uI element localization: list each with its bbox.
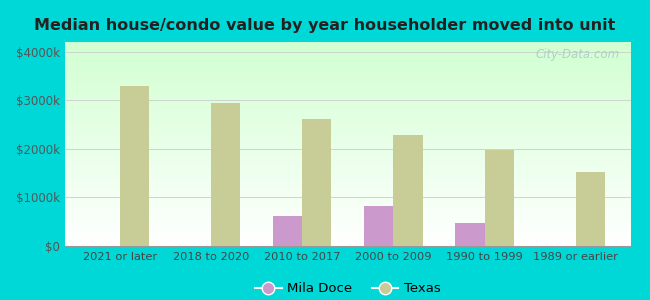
Bar xyxy=(302,119,332,246)
Bar xyxy=(484,150,514,246)
Bar xyxy=(456,223,484,246)
Bar xyxy=(393,135,422,246)
Legend: Mila Doce, Texas: Mila Doce, Texas xyxy=(250,277,445,300)
Bar xyxy=(211,103,240,246)
Text: City-Data.com: City-Data.com xyxy=(535,48,619,61)
Bar xyxy=(120,86,149,246)
Bar xyxy=(273,216,302,246)
Text: Median house/condo value by year householder moved into unit: Median house/condo value by year househo… xyxy=(34,18,616,33)
Bar xyxy=(364,206,393,246)
Bar xyxy=(576,172,605,246)
